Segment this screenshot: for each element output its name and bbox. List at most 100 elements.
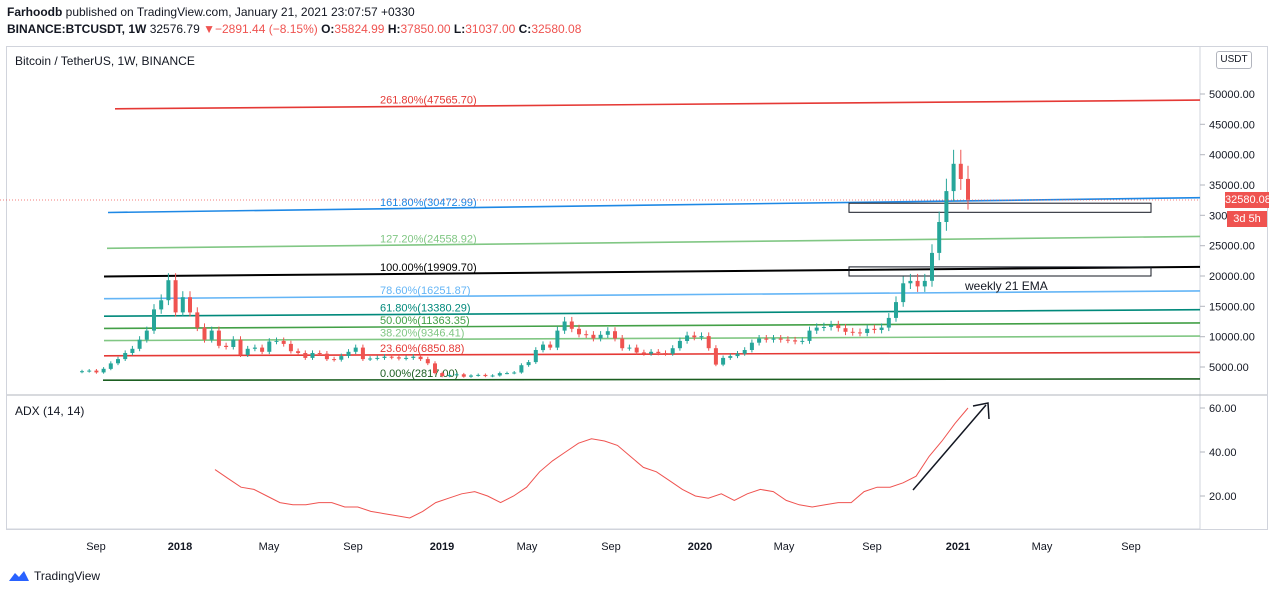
candle-body [310, 353, 315, 358]
candle-body [966, 178, 970, 200]
time-tick-label: May [1032, 541, 1053, 553]
candle-body [764, 338, 769, 340]
symbol-title: Bitcoin / TetherUS, 1W, BINANCE [15, 54, 195, 68]
candle-body [879, 327, 884, 330]
candle-body [231, 339, 236, 347]
candle-body [224, 345, 229, 347]
candle-body [108, 363, 113, 369]
currency-button[interactable]: USDT [1216, 51, 1252, 69]
candle-body [476, 374, 481, 376]
candle-body [598, 334, 603, 339]
candle-body [627, 347, 632, 349]
fib-label-6: 50.00%(11363.35) [380, 315, 470, 327]
candle-body [490, 375, 495, 377]
candle-body [533, 350, 538, 363]
price-tick-label: 35000.00 [1209, 180, 1255, 192]
candle-body [346, 351, 351, 356]
price-tick-label: 25000.00 [1209, 241, 1255, 253]
tradingview-logo[interactable]: TradingView [8, 569, 100, 583]
fib-label-1: 161.80%(30472.99) [380, 197, 477, 209]
candle-body [353, 347, 358, 352]
price-tick-label: 45000.00 [1209, 119, 1255, 131]
candle-body [137, 339, 142, 349]
candle-body [267, 341, 272, 352]
ema-annotation: weekly 21 EMA [964, 279, 1048, 293]
candle-body [324, 353, 329, 360]
candle-body [332, 359, 337, 361]
candle-body [713, 348, 718, 365]
candle-body [901, 283, 906, 303]
publisher-name[interactable]: Farhoodb [7, 5, 63, 19]
candle-body [159, 300, 164, 310]
candle-body [886, 317, 891, 328]
candle-body [858, 332, 862, 334]
candle-body [505, 373, 509, 375]
candle-body [850, 331, 855, 333]
candle-body [541, 344, 545, 351]
time-tick-label: May [517, 541, 538, 553]
candle-body [721, 357, 726, 365]
candle-body [937, 222, 942, 253]
candle-body [605, 331, 610, 335]
candle-body [144, 330, 149, 340]
price-axis[interactable]: 5000.00 10000.00 15000.00 20000.00 25000.00 3… [1200, 89, 1255, 374]
candle-body [101, 368, 106, 373]
candle-body [188, 297, 192, 313]
time-axis[interactable]: Sep 2018 May Sep 2019 May Sep 2020 May Sep 2021 May… [86, 541, 1141, 553]
adx-axis[interactable]: 20.00 40.00 60.00 [1200, 403, 1237, 503]
candle-body [836, 325, 841, 329]
fib-line-5 [103, 308, 1201, 317]
candle-body [411, 356, 416, 358]
candle-body [368, 358, 373, 360]
candle-body [216, 330, 221, 346]
fib-line-6 [103, 322, 1201, 330]
candle-body [281, 340, 286, 344]
time-tick-label: 2019 [430, 541, 454, 553]
candle-body [418, 356, 423, 360]
time-tick-label: 2018 [168, 541, 192, 553]
candle-body [130, 348, 135, 353]
adx-pane [214, 407, 969, 519]
candle-body [447, 374, 452, 377]
high-label: H: [387, 22, 401, 36]
candle-body [584, 334, 589, 336]
price-tick-label: 10000.00 [1209, 332, 1255, 344]
change-value: −2891.44 (−8.15%) [214, 22, 318, 36]
adx-title: ADX (14, 14) [15, 404, 85, 418]
candle-body [180, 297, 185, 313]
fib-label-7: 38.20%(9346.41) [380, 328, 464, 340]
candle-body [116, 359, 120, 364]
zones [848, 202, 1152, 277]
candle-body [519, 365, 524, 373]
fib-label-8: 23.60%(6850.88) [380, 343, 464, 355]
candle-body [670, 348, 675, 354]
candle-body [497, 373, 502, 376]
candle-body [930, 252, 934, 281]
candle-body [433, 363, 437, 374]
candle-body [706, 336, 711, 349]
candle-body [245, 348, 250, 355]
resistance-zone [848, 202, 1152, 213]
candle-body [793, 340, 798, 342]
chart-header: Farhoodb published on TradingView.com, J… [7, 4, 581, 38]
candle-body [296, 351, 301, 353]
close-value: 32580.08 [531, 22, 582, 36]
candle-body [951, 163, 956, 192]
time-tick-label: Sep [601, 541, 621, 553]
fib-label-0: 261.80%(47565.70) [380, 95, 477, 107]
candle-body [166, 280, 171, 301]
fib-label-4: 78.60%(16251.87) [380, 285, 471, 297]
fib-line-2 [106, 235, 1201, 250]
candle-body [591, 334, 596, 339]
candle-body [800, 340, 805, 342]
candle-body [382, 356, 387, 358]
candle-body [922, 280, 927, 287]
candle-body [209, 330, 214, 340]
time-tick-label: Sep [86, 541, 106, 553]
candle-body [375, 357, 380, 359]
trend-arrow-icon [912, 402, 990, 491]
candle-body [440, 373, 445, 377]
candle-body [202, 327, 207, 340]
candle-body [742, 350, 747, 354]
